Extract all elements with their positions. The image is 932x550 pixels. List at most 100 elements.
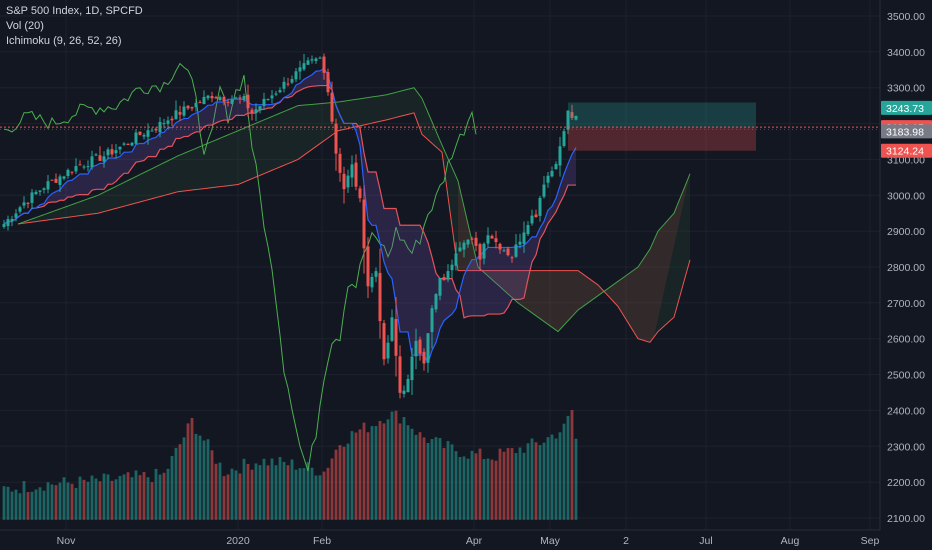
volume-bar bbox=[546, 437, 550, 520]
symbol-title[interactable]: S&P 500 Index, 1D, SPCFD bbox=[6, 5, 143, 17]
ichimoku-indicator-label[interactable]: Ichimoku (9, 26, 52, 26) bbox=[6, 35, 122, 47]
candle-body bbox=[102, 156, 106, 162]
volume-bar bbox=[534, 442, 538, 520]
volume-bar bbox=[418, 432, 422, 520]
volume-bar bbox=[314, 475, 318, 520]
candle-body bbox=[222, 96, 226, 102]
candle-body bbox=[126, 144, 130, 146]
ichimoku-lagging-span bbox=[3, 62, 477, 472]
volume-bar bbox=[74, 487, 78, 520]
volume-bar bbox=[122, 474, 126, 520]
volume-indicator-label[interactable]: Vol (20) bbox=[6, 20, 44, 32]
volume-bar bbox=[186, 423, 190, 520]
candle-body bbox=[110, 149, 114, 155]
candle-body bbox=[250, 109, 254, 114]
candle-body bbox=[514, 244, 518, 257]
candle-body bbox=[542, 184, 546, 197]
volume-bar bbox=[402, 417, 406, 520]
price-tag-bg bbox=[881, 124, 932, 139]
volume-bar bbox=[6, 486, 10, 520]
volume-bar bbox=[262, 458, 266, 520]
volume-bar bbox=[42, 490, 46, 520]
candle-body bbox=[246, 94, 250, 109]
volume-bar bbox=[538, 445, 542, 520]
volume-bar bbox=[302, 468, 306, 520]
candle-body bbox=[322, 56, 326, 73]
volume-bar bbox=[210, 450, 214, 520]
volume-bar bbox=[218, 462, 222, 520]
time-axis[interactable]: Nov2020FebAprMay2JulAugSepOct bbox=[57, 535, 932, 547]
stop-loss-zone bbox=[568, 127, 756, 151]
volume-bar bbox=[506, 448, 510, 520]
volume-bar bbox=[182, 437, 186, 520]
candle-body bbox=[10, 218, 14, 222]
volume-bar bbox=[346, 443, 350, 520]
volume-bar bbox=[38, 487, 42, 520]
volume-bar bbox=[410, 428, 414, 520]
candle-body bbox=[206, 95, 210, 99]
candle-body bbox=[518, 241, 522, 245]
volume-bar bbox=[466, 458, 470, 520]
volume-bar bbox=[562, 423, 566, 520]
volume-bar bbox=[110, 480, 114, 520]
time-axis-label: Feb bbox=[313, 535, 331, 547]
volume-bar bbox=[326, 467, 330, 520]
volume-bar bbox=[470, 450, 474, 520]
volume-bar bbox=[94, 478, 98, 520]
candle-body bbox=[318, 57, 322, 59]
volume-bar bbox=[502, 451, 506, 520]
volume-bar bbox=[322, 471, 326, 520]
volume-bar bbox=[550, 434, 554, 520]
volume-bar bbox=[310, 467, 314, 520]
volume-bar bbox=[298, 468, 302, 520]
volume-bar bbox=[338, 445, 342, 520]
candle-body bbox=[350, 164, 354, 178]
candle-body bbox=[258, 106, 262, 111]
price-axis-label: 2700.00 bbox=[887, 298, 925, 310]
candle-body bbox=[210, 96, 214, 99]
volume-bar bbox=[510, 448, 514, 520]
candle-body bbox=[374, 271, 378, 277]
candle-body bbox=[238, 97, 242, 99]
price-tag-bg bbox=[881, 143, 932, 158]
kumo-fill-bearish bbox=[458, 173, 690, 343]
candle-body bbox=[478, 244, 482, 260]
volume-bar bbox=[14, 489, 18, 520]
candle-body bbox=[18, 207, 22, 212]
candle-body bbox=[558, 146, 562, 166]
candle-body bbox=[122, 143, 126, 145]
volume-bar bbox=[50, 484, 54, 520]
volume-bar bbox=[242, 458, 246, 520]
price-axis[interactable]: 3500.003400.003300.003200.003100.003000.… bbox=[887, 11, 925, 525]
price-axis-label: 3400.00 bbox=[887, 47, 925, 59]
candle-body bbox=[338, 153, 342, 173]
candle-body bbox=[94, 154, 98, 156]
candle-body bbox=[538, 197, 542, 216]
volume-bar bbox=[490, 459, 494, 520]
volume-bar bbox=[542, 442, 546, 520]
candle-body bbox=[202, 96, 206, 105]
take-profit-zone bbox=[568, 102, 756, 128]
volume-bar bbox=[434, 437, 438, 520]
candle-body bbox=[142, 135, 146, 137]
price-axis-panel bbox=[880, 0, 932, 550]
candle-body bbox=[418, 339, 422, 354]
volume-bar bbox=[482, 459, 486, 520]
candle-body bbox=[22, 202, 26, 206]
candle-body bbox=[566, 110, 570, 130]
candle-body bbox=[38, 190, 42, 192]
candle-body bbox=[390, 317, 394, 341]
candle-body bbox=[266, 98, 270, 100]
volume-bar bbox=[10, 491, 14, 520]
candle-body bbox=[214, 97, 218, 99]
candle-body bbox=[570, 112, 574, 118]
price-axis-label: 3500.00 bbox=[887, 11, 925, 23]
volume-bar bbox=[486, 458, 490, 520]
volume-bar bbox=[430, 439, 434, 520]
volume-bar bbox=[118, 476, 122, 520]
volume-bar bbox=[390, 411, 394, 520]
volume-bar bbox=[98, 481, 102, 520]
volume-bar bbox=[274, 465, 278, 520]
volume-bar bbox=[558, 432, 562, 520]
